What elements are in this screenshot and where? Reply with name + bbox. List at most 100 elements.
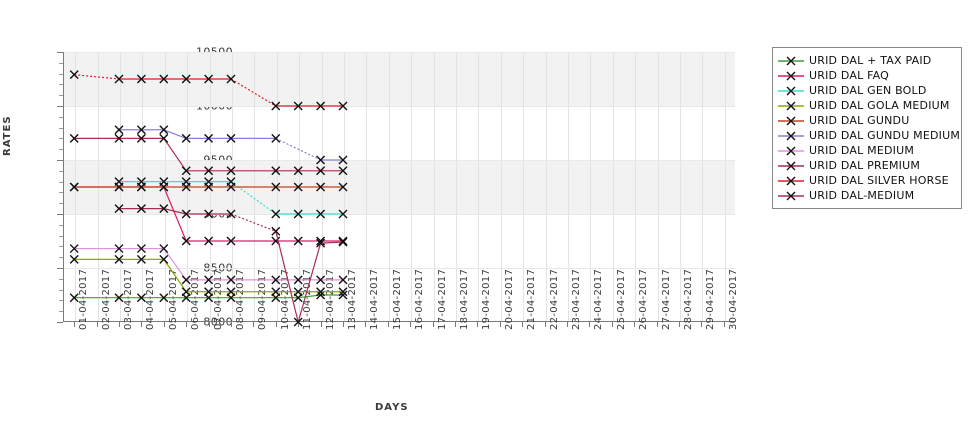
legend-item[interactable]: URID DAL GOLA MEDIUM (778, 98, 955, 113)
y-axis-title: RATES (2, 115, 13, 156)
x-tick-mark (634, 322, 636, 327)
gridline-vertical (523, 52, 525, 321)
gridline-vertical (187, 52, 189, 321)
gridline-vertical (702, 52, 704, 321)
gridline-vertical (299, 52, 301, 321)
gridline-vertical (568, 52, 569, 321)
x-tick-label: 21-04-2017 (526, 268, 538, 330)
gridline-horizontal (64, 52, 735, 53)
y-tick-mark (57, 160, 63, 161)
y-tick-minor (59, 311, 63, 313)
y-tick-minor (59, 95, 63, 97)
legend-marker-icon (778, 69, 804, 83)
x-tick-mark (455, 322, 456, 327)
gridline-vertical (321, 52, 323, 321)
x-tick-mark (74, 322, 76, 327)
y-tick-minor (59, 149, 63, 151)
gridline-vertical (657, 52, 659, 321)
x-tick-mark (275, 322, 277, 327)
gridline-vertical (500, 52, 502, 321)
y-tick-mark (57, 214, 63, 215)
y-tick-minor (59, 170, 63, 172)
gridline-horizontal (64, 106, 735, 107)
x-tick-mark (96, 322, 98, 327)
y-tick-minor (59, 116, 63, 118)
x-tick-label: 14-04-2017 (369, 268, 381, 330)
x-tick-label: 25-04-2017 (615, 268, 627, 330)
x-tick-mark (499, 322, 501, 327)
y-tick-minor (59, 278, 63, 280)
gridline-vertical (545, 52, 547, 321)
x-tick-mark (119, 322, 120, 327)
x-tick-mark (141, 322, 143, 327)
gridline-vertical (612, 52, 614, 321)
legend-label: URID DAL + TAX PAID (809, 53, 932, 67)
y-tick-mark (57, 106, 63, 107)
x-tick-label: 02-04-2017 (100, 268, 112, 330)
legend-label: URID DAL SILVER HORSE (809, 173, 949, 187)
legend-marker-icon (778, 159, 804, 173)
x-tick-mark (679, 322, 680, 327)
legend-marker-icon (778, 54, 804, 68)
x-tick-mark (387, 322, 389, 327)
x-tick-mark (365, 322, 367, 327)
x-tick-label: 01-04-2017 (78, 268, 90, 330)
gridline-horizontal (64, 160, 735, 161)
x-tick-label: 23-04-2017 (571, 268, 582, 330)
x-tick-label: 05-04-2017 (167, 268, 179, 330)
x-tick-mark (567, 322, 568, 327)
legend-item[interactable]: URID DAL PREMIUM (778, 158, 955, 173)
x-tick-mark (477, 322, 479, 327)
x-tick-label: 06-04-2017 (190, 268, 202, 330)
y-tick-minor (59, 127, 63, 129)
gridline-vertical (120, 52, 121, 321)
x-tick-label: 10-04-2017 (279, 268, 291, 330)
y-tick-minor (59, 257, 63, 259)
legend-label: URID DAL GOLA MEDIUM (809, 98, 950, 112)
legend-item[interactable]: URID DAL GUNDU MEDIUM (778, 128, 960, 143)
y-tick-minor (59, 192, 63, 194)
x-tick-label: 22-04-2017 (548, 268, 560, 330)
y-tick-minor (59, 224, 63, 226)
x-tick-mark (723, 322, 725, 327)
x-tick-label: 18-04-2017 (459, 268, 470, 330)
x-tick-label: 27-04-2017 (660, 268, 672, 330)
x-tick-mark (656, 322, 658, 327)
legend-item[interactable]: URID DAL GEN BOLD (778, 83, 955, 98)
x-tick-label: 28-04-2017 (683, 268, 694, 330)
gridline-vertical (344, 52, 345, 321)
x-tick-label: 19-04-2017 (481, 268, 493, 330)
x-tick-mark (544, 322, 546, 327)
legend-item[interactable]: URID DAL FAQ (778, 68, 955, 83)
legend-label: URID DAL FAQ (809, 68, 890, 82)
gridline-vertical (456, 52, 457, 321)
gridline-vertical (724, 52, 726, 321)
x-tick-label: 20-04-2017 (503, 268, 515, 330)
legend-item[interactable]: URID DAL-MEDIUM (778, 188, 955, 203)
legend-item[interactable]: URID DAL + TAX PAID (778, 53, 955, 68)
legend-item[interactable]: URID DAL GUNDU (778, 113, 955, 128)
x-tick-label: 17-04-2017 (436, 268, 448, 330)
legend-marker-icon (778, 114, 804, 128)
x-tick-mark (343, 322, 344, 327)
x-tick-mark (432, 322, 434, 327)
gridline-horizontal (64, 214, 735, 215)
x-tick-label: 04-04-2017 (145, 268, 157, 330)
x-tick-mark (163, 322, 165, 327)
x-tick-label: 11-04-2017 (302, 268, 314, 330)
x-tick-label: 07-04-2017 (212, 268, 224, 330)
x-tick-mark (522, 322, 524, 327)
legend-marker-icon (778, 129, 804, 143)
gridline-horizontal (64, 268, 735, 269)
x-tick-label: 15-04-2017 (391, 268, 403, 330)
gridline-vertical (680, 52, 681, 321)
legend-label: URID DAL GUNDU (809, 113, 910, 127)
legend-item[interactable]: URID DAL SILVER HORSE (778, 173, 955, 188)
legend-marker-icon (778, 189, 804, 203)
legend-item[interactable]: URID DAL MEDIUM (778, 143, 955, 158)
legend: URID DAL + TAX PAID URID DAL FAQ URID DAL … (772, 47, 962, 209)
y-tick-mark (57, 268, 63, 269)
x-tick-mark (611, 322, 613, 327)
legend-label: URID DAL GEN BOLD (809, 83, 927, 97)
legend-marker-icon (778, 99, 804, 113)
